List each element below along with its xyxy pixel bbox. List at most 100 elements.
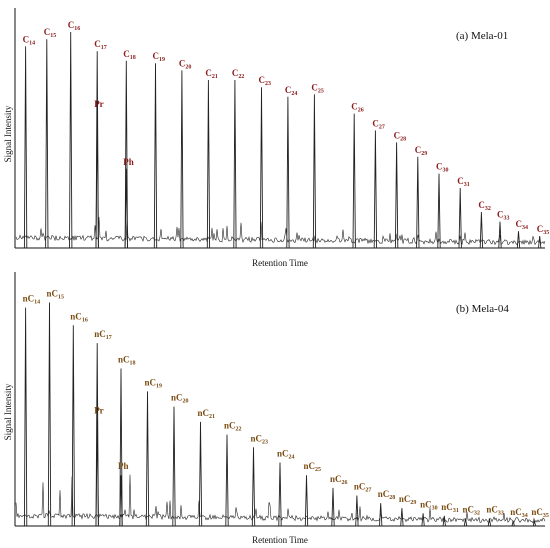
peak-label-text: C	[285, 85, 292, 95]
panel-b-xlabel: Retention Time	[252, 535, 308, 545]
peak-nc16	[71, 325, 75, 527]
peak-c21	[206, 79, 211, 249]
peak-label-subscript: 29	[410, 500, 416, 506]
peak-label-text: nC	[330, 474, 342, 484]
peak-label-nc32: nC32	[463, 504, 481, 516]
panel-b-label-layer: nC14nC15nC16nC17PrnC18PhnC19nC20nC21nC22…	[23, 289, 549, 519]
peak-label-text: C	[497, 210, 504, 220]
peak-label-text: C	[415, 145, 422, 155]
peak-c26	[352, 113, 356, 249]
peak-label-text: C	[23, 34, 30, 44]
peak-label-subscript: 18	[130, 55, 136, 61]
peak-label-nc28: nC28	[378, 489, 396, 501]
peak-nc25	[304, 475, 309, 527]
peak-label-c23: C23	[259, 75, 272, 87]
peak-label-c16: C16	[68, 20, 81, 32]
peak-ph	[119, 475, 123, 527]
peak-label-c34: C34	[516, 219, 529, 231]
peak-label-nc27: nC27	[354, 482, 372, 494]
peak-label-subscript: 33	[504, 216, 510, 222]
peak-nc21	[198, 421, 203, 527]
peak-label-nc26: nC26	[330, 474, 348, 486]
peak-label-text: nC	[510, 507, 522, 517]
peak-nc20	[172, 406, 176, 527]
peak-label-subscript: 35	[543, 513, 549, 519]
panel-b-title: (b) Mela-04	[456, 303, 509, 315]
peak-label-text: nC	[486, 504, 498, 514]
peak-label-text: nC	[171, 393, 183, 403]
peak-label-c26: C26	[351, 102, 364, 114]
peak-label-c21: C21	[205, 68, 218, 80]
peak-label-text: nC	[378, 489, 390, 499]
peak-label-c18: C18	[123, 49, 136, 61]
panel-a-xlabel: Retention Time	[252, 258, 308, 268]
peak-label-c33: C33	[497, 210, 510, 222]
peak-nc15	[47, 302, 52, 527]
peak-label-subscript: 26	[358, 108, 364, 114]
peak-label-nc23: nC23	[251, 433, 269, 445]
peak-c20	[180, 70, 184, 249]
peak-label-c20: C20	[179, 58, 192, 70]
peak-label-subscript: 30	[443, 168, 449, 174]
peak-label-subscript: 17	[101, 45, 107, 51]
peak-label-text: nC	[441, 502, 453, 512]
peak-label-ph: Ph	[118, 461, 129, 471]
peak-label-text: C	[205, 68, 212, 78]
peak-label-subscript: 34	[522, 225, 528, 231]
peak-c15	[45, 39, 49, 249]
peak-nc14	[23, 307, 28, 527]
peak-nc19	[145, 391, 150, 527]
peak-label-text: C	[436, 162, 443, 172]
peak-label-text: nC	[198, 408, 210, 418]
peak-label-text: nC	[47, 289, 59, 299]
peak-label-c25: C25	[311, 82, 324, 94]
panel-b-chart: nC14nC15nC16nC17PrnC18PhnC19nC20nC21nC22…	[3, 272, 549, 545]
peak-label-text: C	[394, 130, 401, 140]
peak-nc35	[532, 520, 537, 527]
peak-label-c29: C29	[415, 145, 428, 157]
peak-label-text: nC	[145, 377, 157, 387]
peak-c30	[437, 173, 441, 249]
peak-label-text: C	[153, 51, 160, 61]
peak-label-text: C	[478, 200, 485, 210]
baseline-trace	[15, 216, 546, 246]
peak-label-subscript: 23	[265, 81, 271, 87]
peak-label-subscript: 20	[185, 64, 191, 70]
peak-label-text: C	[123, 49, 130, 59]
peak-label-subscript: 14	[34, 300, 40, 306]
peak-label-nc33: nC33	[486, 504, 504, 516]
peak-label-text: C	[232, 68, 239, 78]
peak-label-subscript: 28	[389, 495, 395, 501]
peak-nc31	[442, 515, 446, 527]
panel-a-title: (a) Mela-01	[456, 30, 508, 42]
peak-label-subscript: 23	[262, 439, 268, 445]
peak-c33	[498, 221, 502, 249]
peak-c24	[286, 96, 290, 249]
peak-label-c22: C22	[232, 68, 245, 80]
peak-label-subscript: 32	[485, 206, 491, 212]
peak-label-subscript: 32	[474, 510, 480, 516]
peak-label-text: nC	[304, 461, 316, 471]
peak-label-subscript: 33	[498, 510, 504, 516]
peak-label-nc19: nC19	[145, 377, 163, 389]
peak-label-subscript: 21	[212, 74, 218, 80]
peak-label-c19: C19	[153, 51, 166, 63]
panel-b-trace-layer	[14, 272, 546, 527]
peak-nc33	[487, 518, 492, 527]
peak-label-text: nC	[23, 294, 35, 304]
peak-label-subscript: 16	[82, 317, 88, 323]
peak-label-subscript: 17	[106, 335, 112, 341]
peak-label-nc17: nC17	[94, 329, 112, 341]
peak-label-subscript: 35	[543, 230, 549, 236]
peak-label-c15: C15	[44, 27, 57, 39]
peak-label-text: C	[179, 58, 186, 68]
peak-label-text: Ph	[123, 157, 134, 167]
peak-label-text: C	[311, 82, 318, 92]
peak-label-text: C	[372, 118, 379, 128]
peak-label-nc15: nC15	[47, 289, 65, 301]
peak-label-subscript: 20	[183, 399, 189, 405]
peak-label-text: nC	[399, 494, 411, 504]
panel-a-ylabel: Signal Intensity	[3, 105, 13, 162]
peak-label-subscript: 28	[400, 136, 406, 142]
peak-c27	[373, 130, 378, 249]
